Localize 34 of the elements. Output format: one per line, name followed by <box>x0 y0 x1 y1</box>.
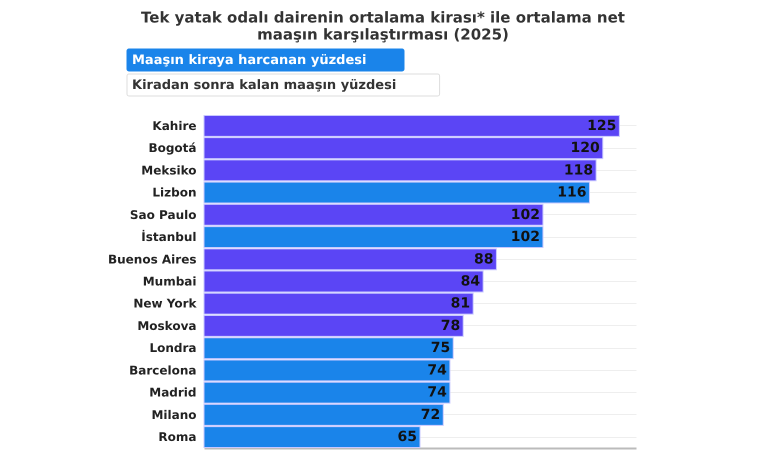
text: Maaşın kiraya harcanan yüzdesi <box>132 53 366 68</box>
y-tick-label: Moskova <box>137 318 196 333</box>
y-tick-label: Kahire <box>152 118 196 133</box>
text: Tek yatak odalı dairenin ortalama kirası* ile ortalama net <box>141 8 625 26</box>
y-tick-label: Sao Paulo <box>130 208 196 222</box>
data-label: 102 <box>510 206 540 223</box>
y-tick-label: Bogotá <box>148 141 196 156</box>
data-label: 84 <box>460 274 480 290</box>
y-tick-label: Roma <box>158 430 196 444</box>
y-tick-label: İstanbul <box>141 229 196 244</box>
data-label: 88 <box>474 251 494 268</box>
text: Kiradan sonra kalan maaşın yüzdesi <box>132 78 396 93</box>
y-tick-label: Buenos Aires <box>108 252 196 266</box>
data-label: 125 <box>587 118 616 134</box>
data-label: 72 <box>420 406 440 423</box>
data-label: 102 <box>510 229 540 246</box>
y-tick-label: Meksiko <box>141 163 196 178</box>
data-label: 74 <box>427 362 448 378</box>
data-label: 74 <box>427 384 448 401</box>
data-label: 120 <box>570 140 600 156</box>
data-label: 116 <box>557 184 586 201</box>
data-label: 75 <box>430 340 450 356</box>
y-tick-label: Milano <box>151 408 196 422</box>
data-label: 118 <box>564 162 594 178</box>
data-label: 78 <box>440 318 460 334</box>
y-tick-label: Mumbai <box>142 274 196 288</box>
y-tick-label: Londra <box>149 341 196 356</box>
y-tick-label: New York <box>133 296 198 311</box>
text: maaşın karşılaştırması (2025) <box>257 26 509 44</box>
y-tick-label: Madrid <box>149 386 196 400</box>
data-label: 65 <box>398 429 417 446</box>
y-tick-label: Lizbon <box>152 186 196 200</box>
data-label: 81 <box>450 296 470 312</box>
y-tick-label: Barcelona <box>129 363 196 378</box>
